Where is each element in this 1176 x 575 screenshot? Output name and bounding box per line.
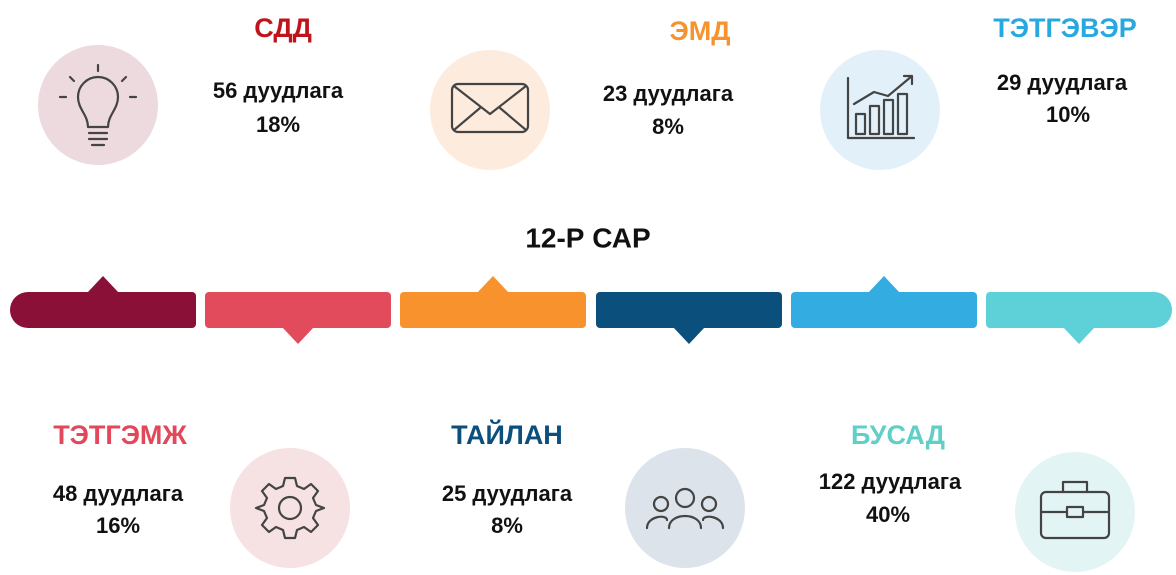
segment-pointer	[673, 327, 705, 344]
item-count: 48 дуудлага	[53, 481, 184, 506]
segment-pointer	[477, 276, 509, 293]
briefcase-icon	[1039, 480, 1111, 540]
item-label: ЭМД	[670, 16, 731, 46]
timeline-segment	[205, 292, 391, 328]
segment-pointer	[282, 327, 314, 344]
item-percent: 16%	[96, 513, 140, 538]
item-label: СДД	[254, 13, 312, 43]
item-percent: 10%	[1046, 102, 1090, 127]
item-percent: 40%	[866, 502, 910, 527]
item-count: 56 дуудлага	[213, 78, 344, 103]
gear-icon	[254, 476, 326, 540]
chart-icon	[846, 74, 916, 140]
item-label: ТАЙЛАН	[451, 419, 563, 450]
title: 12-Р САР	[525, 222, 650, 253]
item-percent: 8%	[652, 114, 684, 139]
segment-pointer	[1063, 327, 1095, 344]
icon-circle	[230, 448, 350, 568]
timeline-segment	[596, 292, 782, 328]
icon-circle	[1015, 452, 1135, 572]
item-percent: 18%	[256, 112, 300, 137]
bulb-icon	[58, 63, 138, 147]
segment-pointer	[868, 276, 900, 293]
item-percent: 8%	[491, 513, 523, 538]
item-count: 122 дуудлага	[819, 469, 962, 494]
timeline-segment	[10, 292, 196, 328]
segment-pointer	[87, 276, 119, 293]
item-label: БУСАД	[851, 420, 945, 450]
item-count: 23 дуудлага	[603, 81, 734, 106]
item-label: ТЭТГЭМЖ	[53, 420, 187, 450]
envelope-icon	[450, 82, 530, 134]
item-label: ТЭТГЭВЭР	[993, 13, 1136, 43]
item-count: 29 дуудлага	[997, 70, 1128, 95]
icon-circle	[38, 45, 158, 165]
people-icon	[645, 487, 725, 530]
timeline-segment	[791, 292, 977, 328]
timeline-segment	[986, 292, 1172, 328]
icons	[58, 63, 1111, 540]
timeline-segment	[400, 292, 586, 328]
item-count: 25 дуудлага	[442, 481, 573, 506]
icon-circle	[430, 50, 550, 170]
